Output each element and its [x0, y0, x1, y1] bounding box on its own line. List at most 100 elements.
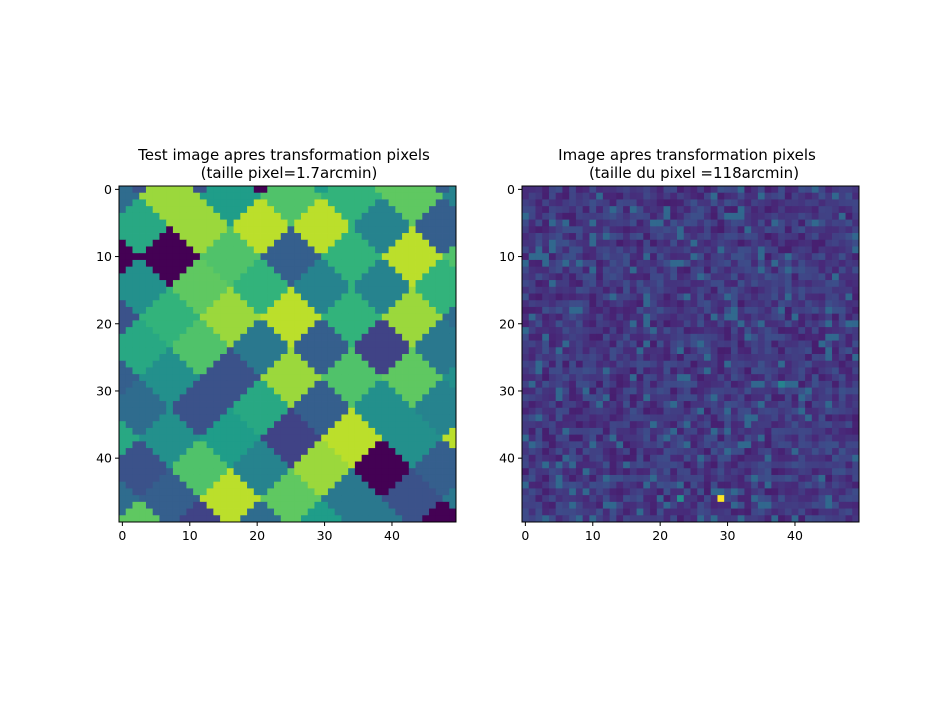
heatmap-cell — [240, 259, 248, 268]
heatmap-cell — [771, 481, 779, 489]
heatmap-cell — [636, 501, 644, 509]
heatmap-cell — [717, 306, 725, 315]
heatmap-cell — [569, 427, 577, 436]
heatmap-cell — [656, 306, 664, 315]
heatmap-cell — [213, 340, 221, 348]
heatmap-cell — [267, 407, 275, 415]
heatmap-cell — [375, 354, 383, 362]
heatmap-cell — [737, 508, 745, 516]
heatmap-cell — [280, 253, 288, 261]
heatmap-cell — [294, 233, 302, 241]
heatmap-cell — [751, 273, 759, 281]
heatmap-cell — [528, 300, 536, 308]
heatmap-cell — [253, 360, 261, 368]
heatmap-cell — [199, 259, 208, 268]
heatmap-cell — [710, 347, 718, 355]
heatmap-cell — [730, 300, 739, 308]
heatmap-cell — [422, 199, 430, 207]
heatmap-cell — [528, 374, 536, 382]
heatmap-cell — [602, 508, 611, 516]
heatmap-cell — [569, 421, 577, 429]
heatmap-cell — [589, 246, 597, 254]
heatmap-cell — [442, 454, 450, 462]
heatmap-cell — [751, 306, 759, 315]
heatmap-cell — [226, 454, 234, 462]
heatmap-cell — [811, 306, 819, 315]
heatmap-cell — [791, 394, 799, 402]
heatmap-cell — [442, 441, 450, 449]
heatmap-cell — [247, 246, 255, 254]
heatmap-cell — [596, 246, 604, 254]
heatmap-cell — [784, 387, 792, 395]
heatmap-cell — [569, 481, 577, 489]
heatmap-cell — [449, 354, 457, 362]
heatmap-cell — [535, 212, 543, 220]
heatmap-cell — [805, 273, 813, 281]
heatmap-cell — [542, 340, 550, 348]
heatmap-cell — [643, 401, 651, 409]
heatmap-cell — [368, 333, 376, 341]
heatmap-cell — [449, 347, 457, 355]
heatmap-cell — [562, 421, 570, 429]
heatmap-cell — [730, 333, 739, 341]
heatmap-cell — [548, 501, 557, 509]
heatmap-cell — [818, 354, 826, 362]
heatmap-cell — [408, 407, 416, 415]
heatmap-cell — [240, 239, 248, 247]
heatmap-cell — [395, 333, 403, 341]
heatmap-cell — [429, 206, 437, 214]
heatmap-cell — [629, 501, 637, 509]
heatmap-cell — [226, 333, 234, 341]
heatmap-cell — [852, 259, 860, 268]
heatmap-cell — [415, 186, 423, 194]
heatmap-cell — [818, 380, 826, 388]
heatmap-cell — [724, 421, 732, 429]
heatmap-cell — [119, 448, 127, 456]
heatmap-cell — [341, 414, 349, 422]
heatmap-cell — [395, 340, 403, 348]
heatmap-cell — [757, 246, 766, 254]
heatmap-cell — [690, 380, 698, 388]
heatmap-cell — [274, 360, 282, 368]
heatmap-cell — [811, 414, 819, 422]
heatmap-cell — [240, 508, 248, 516]
heatmap-cell — [166, 474, 174, 483]
heatmap-cell — [602, 461, 611, 469]
heatmap-cell — [199, 239, 208, 247]
heatmap-cell — [582, 192, 590, 200]
heatmap-cell — [629, 468, 637, 476]
heatmap-cell — [280, 206, 288, 214]
heatmap-cell — [548, 495, 557, 503]
heatmap-cell — [186, 300, 194, 308]
heatmap-cell — [402, 414, 410, 422]
heatmap-cell — [145, 501, 154, 509]
heatmap-cell — [710, 246, 718, 254]
heatmap-cell — [408, 515, 416, 523]
heatmap-cell — [240, 347, 248, 355]
heatmap-cell — [429, 266, 437, 274]
heatmap-cell — [602, 340, 611, 348]
heatmap-cell — [354, 474, 363, 483]
heatmap-cell — [656, 387, 664, 395]
heatmap-cell — [334, 306, 342, 315]
heatmap-cell — [429, 273, 437, 281]
heatmap-cell — [535, 259, 543, 268]
heatmap-cell — [139, 333, 147, 341]
heatmap-cell — [582, 293, 590, 301]
heatmap-cell — [623, 333, 631, 341]
heatmap-cell — [569, 186, 577, 194]
heatmap-cell — [408, 233, 416, 241]
heatmap-cell — [575, 293, 584, 301]
heatmap-cell — [199, 394, 208, 402]
heatmap-cell — [429, 434, 437, 442]
heatmap-cell — [744, 273, 752, 281]
heatmap-cell — [145, 434, 154, 442]
heatmap-cell — [852, 199, 860, 207]
heatmap-cell — [422, 421, 430, 429]
heatmap-cell — [737, 495, 745, 503]
heatmap-cell — [119, 340, 127, 348]
heatmap-cell — [159, 300, 167, 308]
heatmap-cell — [683, 354, 691, 362]
heatmap-cell — [125, 380, 133, 388]
heatmap-cell — [703, 427, 712, 436]
